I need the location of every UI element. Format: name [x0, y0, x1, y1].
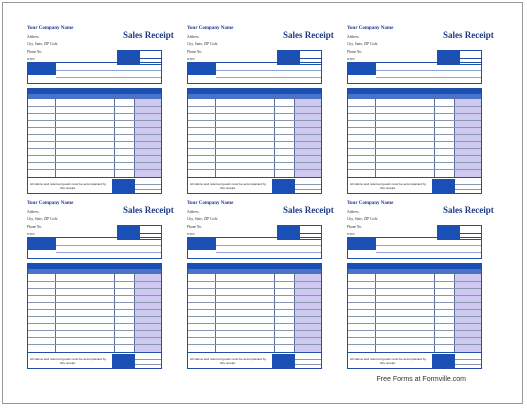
company-website: www: [27, 57, 35, 61]
company-website: www: [27, 232, 35, 236]
amount-column: [294, 274, 321, 352]
items-table: All claims and returned goods must be ac…: [347, 88, 482, 194]
page-frame: Your Company Name Address City, State, Z…: [2, 2, 523, 404]
items-table: All claims and returned goods must be ac…: [27, 88, 162, 194]
company-website: www: [187, 57, 195, 61]
receipt-title: Sales Receipt: [123, 30, 174, 40]
sales-receipt: Your Company Name Address City, State, Z…: [345, 200, 494, 370]
claims-note: All claims and returned goods must be ac…: [349, 357, 426, 365]
receipt-title: Sales Receipt: [443, 30, 494, 40]
customer-box: [27, 62, 162, 84]
items-table: All claims and returned goods must be ac…: [27, 263, 162, 369]
sales-receipt: Your Company Name Address City, State, Z…: [25, 200, 174, 370]
items-table: All claims and returned goods must be ac…: [347, 263, 482, 369]
totals-footer: All claims and returned goods must be ac…: [188, 177, 321, 193]
receipt-title: Sales Receipt: [283, 30, 334, 40]
formville-credit: Free Forms at Formville.com: [376, 376, 466, 383]
sales-receipt: Your Company Name Address City, State, Z…: [345, 25, 494, 195]
company-phone: Phone No.: [347, 50, 363, 54]
company-city-state-zip: City, State, ZIP Code: [187, 217, 218, 221]
sales-receipt: Your Company Name Address City, State, Z…: [25, 25, 174, 195]
company-city-state-zip: City, State, ZIP Code: [27, 42, 58, 46]
company-city-state-zip: City, State, ZIP Code: [347, 217, 378, 221]
claims-note: All claims and returned goods must be ac…: [189, 357, 266, 365]
company-address: Address: [27, 35, 39, 39]
receipt-info-box: [117, 225, 162, 240]
company-phone: Phone No.: [347, 225, 363, 229]
company-website: www: [187, 232, 195, 236]
company-city-state-zip: City, State, ZIP Code: [347, 42, 378, 46]
customer-box: [187, 62, 322, 84]
company-name: Your Company Name: [27, 26, 74, 31]
amount-column: [454, 99, 481, 177]
amount-column: [134, 274, 161, 352]
company-name: Your Company Name: [347, 201, 394, 206]
totals-footer: All claims and returned goods must be ac…: [348, 352, 481, 368]
totals-footer: All claims and returned goods must be ac…: [188, 352, 321, 368]
company-address: Address: [27, 210, 39, 214]
receipt-info-box: [117, 50, 162, 65]
amount-column: [134, 99, 161, 177]
company-phone: Phone No.: [187, 50, 203, 54]
receipt-sheet: Your Company Name Address City, State, Z…: [25, 25, 508, 377]
amount-column: [294, 99, 321, 177]
items-table: All claims and returned goods must be ac…: [187, 263, 322, 369]
customer-box: [347, 237, 482, 259]
items-table: All claims and returned goods must be ac…: [187, 88, 322, 194]
company-phone: Phone No.: [27, 225, 43, 229]
totals-footer: All claims and returned goods must be ac…: [28, 352, 161, 368]
company-phone: Phone No.: [27, 50, 43, 54]
receipt-title: Sales Receipt: [283, 205, 334, 215]
company-address: Address: [187, 210, 199, 214]
company-city-state-zip: City, State, ZIP Code: [27, 217, 58, 221]
sales-receipt: Your Company Name Address City, State, Z…: [185, 25, 334, 195]
company-name: Your Company Name: [347, 26, 394, 31]
company-website: www: [347, 57, 355, 61]
sales-receipt: Your Company Name Address City, State, Z…: [185, 200, 334, 370]
customer-box: [187, 237, 322, 259]
claims-note: All claims and returned goods must be ac…: [349, 182, 426, 190]
company-name: Your Company Name: [27, 201, 74, 206]
receipt-info-box: [437, 225, 482, 240]
company-phone: Phone No.: [187, 225, 203, 229]
receipt-title: Sales Receipt: [443, 205, 494, 215]
company-city-state-zip: City, State, ZIP Code: [187, 42, 218, 46]
company-address: Address: [187, 35, 199, 39]
receipt-info-box: [277, 225, 322, 240]
claims-note: All claims and returned goods must be ac…: [29, 182, 106, 190]
receipt-info-box: [437, 50, 482, 65]
receipt-title: Sales Receipt: [123, 205, 174, 215]
company-name: Your Company Name: [187, 201, 234, 206]
receipt-info-box: [277, 50, 322, 65]
totals-footer: All claims and returned goods must be ac…: [28, 177, 161, 193]
company-name: Your Company Name: [187, 26, 234, 31]
totals-footer: All claims and returned goods must be ac…: [348, 177, 481, 193]
claims-note: All claims and returned goods must be ac…: [189, 182, 266, 190]
customer-box: [347, 62, 482, 84]
company-address: Address: [347, 210, 359, 214]
claims-note: All claims and returned goods must be ac…: [29, 357, 106, 365]
customer-box: [27, 237, 162, 259]
amount-column: [454, 274, 481, 352]
company-website: www: [347, 232, 355, 236]
company-address: Address: [347, 35, 359, 39]
